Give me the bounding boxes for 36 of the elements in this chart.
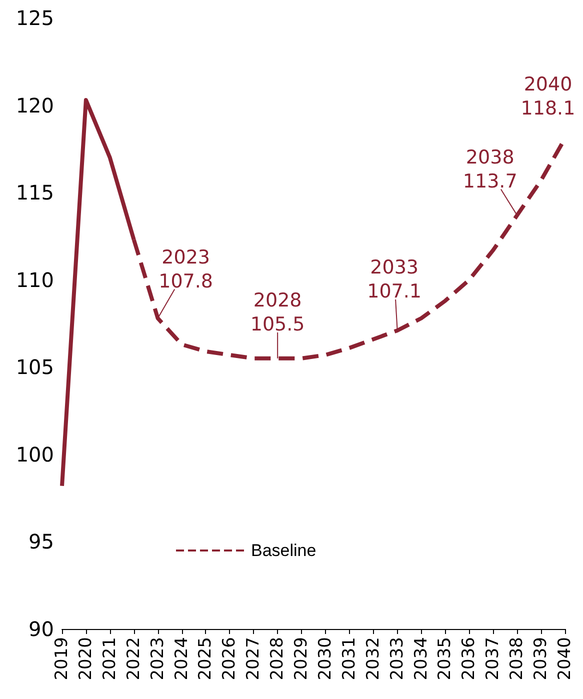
x-tick-label: 2026 <box>220 637 240 680</box>
x-tick-label: 2034 <box>411 637 432 680</box>
x-tick-label: 2019 <box>52 637 72 680</box>
x-tick-label: 2032 <box>363 637 384 680</box>
annotation: 2033 107.1 <box>367 256 422 302</box>
x-tick-label: 2035 <box>435 637 456 680</box>
y-tick-label: 125 <box>16 6 54 30</box>
y-tick-label: 105 <box>16 355 54 380</box>
y-tick-label: 95 <box>28 530 54 554</box>
annotation: 2023 107.8 <box>158 246 214 292</box>
annotation: 2040 118.1 <box>520 73 576 120</box>
x-tick-label: 2024 <box>172 637 192 680</box>
x-tick-label: 2025 <box>196 637 216 680</box>
x-tick-label: 2022 <box>124 637 144 680</box>
x-tick-label: 2021 <box>100 637 120 680</box>
x-tick-label: 2031 <box>339 637 360 680</box>
y-tick-label: 90 <box>28 617 54 641</box>
x-tick-label: 2040 <box>555 637 575 680</box>
y-tick-label: 115 <box>16 180 54 205</box>
x-tick-label: 2033 <box>387 637 408 680</box>
y-tick-label: 110 <box>16 268 54 292</box>
x-tick-label: 2020 <box>76 637 96 680</box>
x-tick-label: 2039 <box>531 637 552 680</box>
x-tick-label: 2038 <box>507 637 528 680</box>
x-tick-label: 2029 <box>292 637 312 680</box>
y-tick-label: 100 <box>16 442 54 466</box>
annotation: 2028 105.5 <box>250 289 305 336</box>
x-tick-label: 2023 <box>148 637 168 680</box>
annotation: 2038 113.7 <box>462 146 518 192</box>
x-tick-label: 2037 <box>483 637 504 680</box>
x-tick-label: 2036 <box>459 637 480 680</box>
x-tick-label: 2027 <box>244 637 264 680</box>
legend-label: Baseline <box>251 541 316 560</box>
x-tick-label: 2030 <box>315 637 336 680</box>
x-tick-label: 2028 <box>268 637 288 680</box>
y-tick-label: 120 <box>16 93 54 118</box>
